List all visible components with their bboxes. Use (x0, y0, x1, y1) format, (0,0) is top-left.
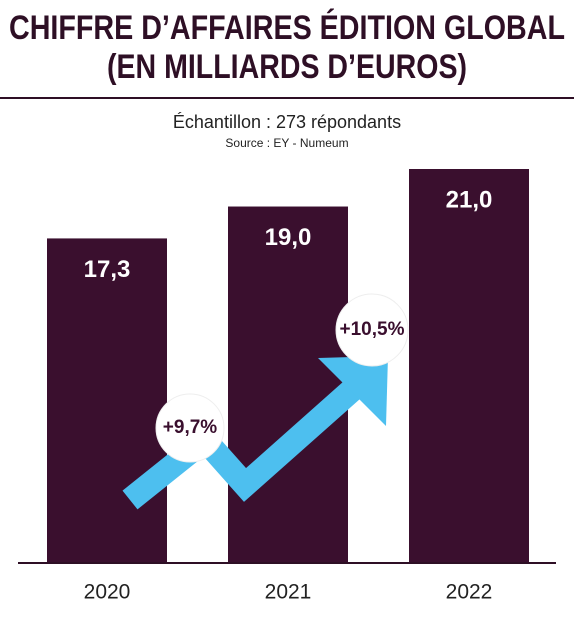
annotation: +10,5% (340, 319, 405, 340)
x-tick-label: 2021 (265, 581, 312, 604)
badge (335, 293, 409, 367)
value-label: 21,0 (446, 186, 493, 213)
chart-title: (EN MILLIARDS D’EUROS) (107, 48, 467, 86)
badge (155, 393, 225, 463)
value-label: 17,3 (84, 256, 131, 283)
bar (47, 238, 167, 563)
bars: 17,3 19,0 21,0 (47, 169, 529, 563)
annotation: +9,7% (163, 417, 218, 438)
chart-title: CHIFFRE D’AFFAIRES ÉDITION GLOBAL (9, 9, 565, 47)
arrow-line (122, 381, 360, 510)
x-tick-label: 2022 (446, 581, 493, 604)
trend-arrow (122, 356, 388, 510)
bar (409, 169, 529, 563)
x-tick-label: 2020 (84, 581, 131, 604)
bar (228, 206, 348, 563)
subtitle: Échantillon : 273 répondants (173, 112, 401, 132)
value-label: 19,0 (265, 224, 312, 251)
arrow-head (318, 356, 388, 426)
source: Source : EY - Numeum (225, 136, 348, 150)
